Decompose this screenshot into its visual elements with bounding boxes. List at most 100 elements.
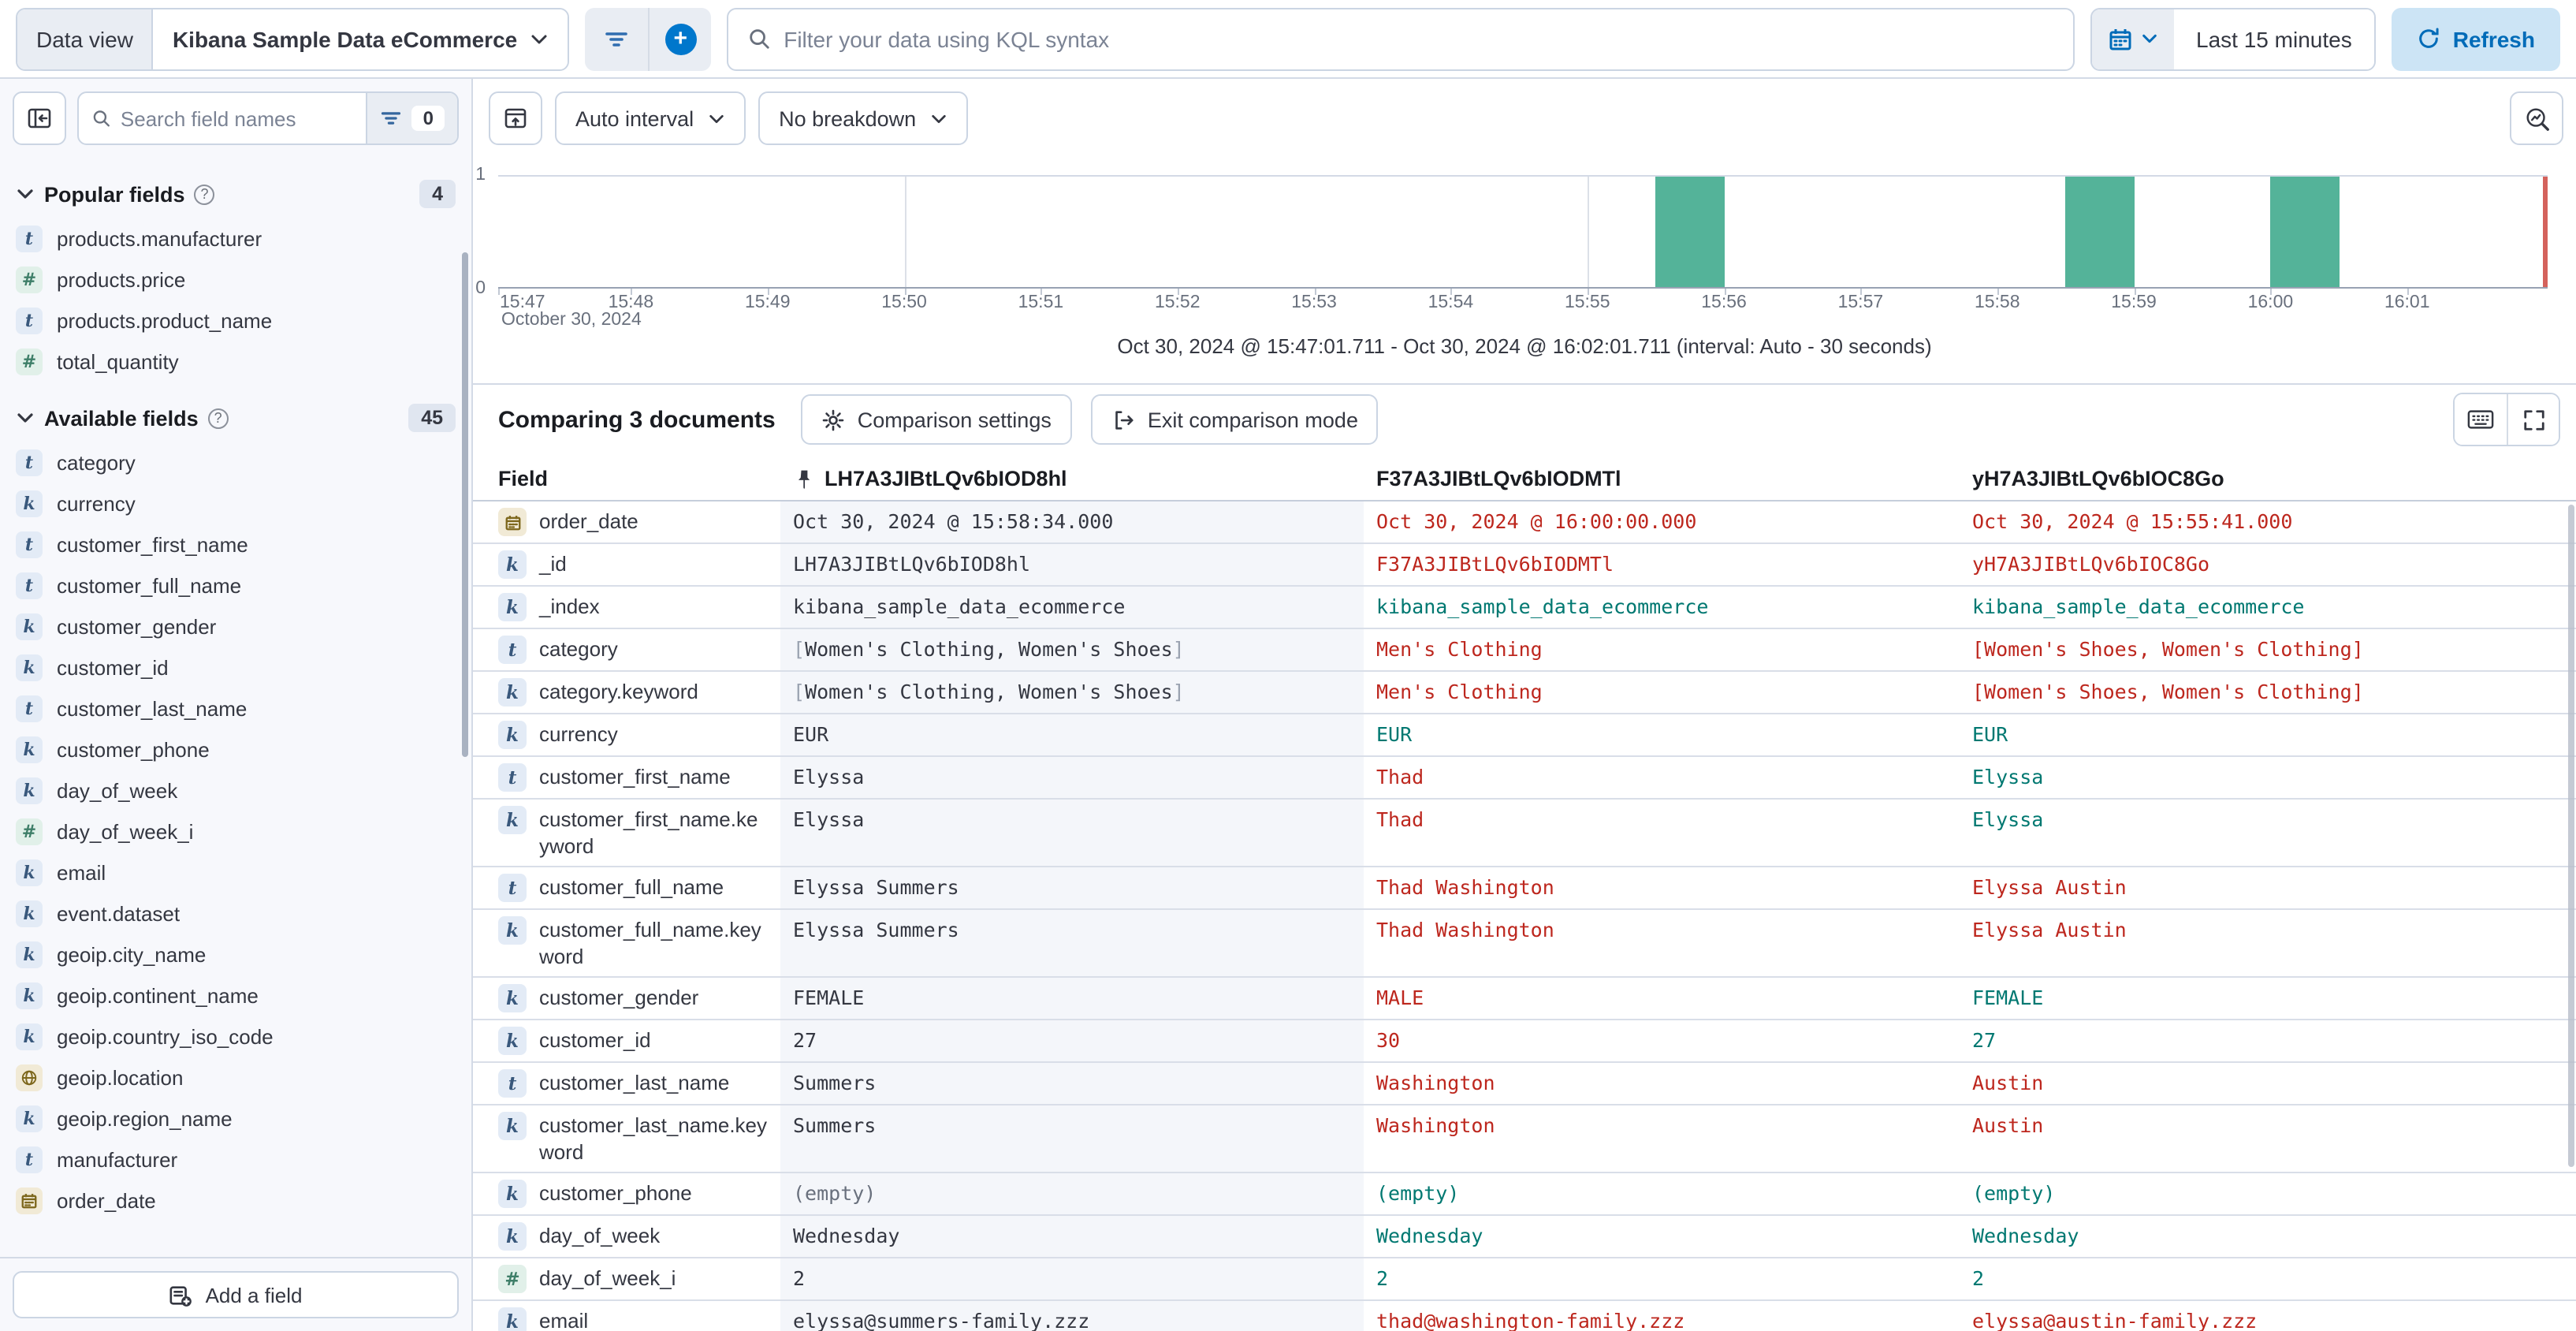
keyword-field-icon: k: [498, 806, 527, 834]
histogram-bar[interactable]: [1655, 177, 1725, 287]
fullscreen-button[interactable]: [2507, 394, 2559, 445]
text-field-icon: t: [498, 1069, 527, 1098]
comparison-doc-value: Men's Clothing: [1376, 680, 1543, 703]
histogram-bar[interactable]: [2065, 177, 2135, 287]
comparison-doc-value: Thad: [1376, 807, 1424, 831]
data-view-value[interactable]: Kibana Sample Data eCommerce: [151, 9, 568, 69]
field-list-item[interactable]: t products.product_name: [0, 300, 471, 341]
x-axis-tickmark: [1724, 289, 1726, 295]
field-list-item[interactable]: t customer_last_name: [0, 688, 471, 729]
y-axis-tick: 0: [475, 279, 486, 298]
field-list-item[interactable]: geoip.location: [0, 1057, 471, 1098]
kql-search-bar[interactable]: [727, 7, 2075, 70]
field-cell: k customer_phone: [473, 1173, 780, 1214]
x-axis-tick-label: 15:59: [2111, 293, 2157, 312]
field-list-item[interactable]: t customer_first_name: [0, 524, 471, 565]
field-filter-count: 0: [411, 106, 445, 131]
time-range-value[interactable]: Last 15 minutes: [2174, 9, 2374, 69]
pinned-doc-value: Summers: [780, 1105, 1364, 1172]
field-name: order_date: [539, 509, 638, 533]
keyword-field-icon: k: [16, 613, 43, 639]
field-list-item[interactable]: k customer_gender: [0, 606, 471, 647]
x-axis-tickmark: [2407, 289, 2409, 295]
keyboard-shortcuts-button[interactable]: [2455, 394, 2507, 445]
x-axis-tick-label: 15:56: [1701, 293, 1747, 312]
sidebar-scrollbar[interactable]: [462, 252, 468, 757]
keyword-field-icon: k: [498, 1222, 527, 1251]
add-filter-button[interactable]: +: [648, 7, 711, 70]
date-field-icon: [498, 508, 527, 536]
field-list-item[interactable]: t customer_full_name: [0, 565, 471, 606]
field-search-input[interactable]: [120, 106, 354, 130]
field-list-item[interactable]: k geoip.country_iso_code: [0, 1016, 471, 1057]
collapse-sidebar-button[interactable]: [13, 91, 66, 145]
comparison-doc-value: 30: [1376, 1028, 1401, 1052]
field-list-item[interactable]: t products.manufacturer: [0, 218, 471, 259]
field-list-item[interactable]: k customer_phone: [0, 729, 471, 770]
data-view-picker[interactable]: Data view Kibana Sample Data eCommerce: [16, 7, 570, 70]
time-range-picker: Last 15 minutes: [2090, 7, 2376, 70]
available-fields-list: t category k currency t customer_first_name t c…: [0, 442, 471, 1221]
field-search-box[interactable]: [79, 93, 367, 144]
field-list-item[interactable]: # products.price: [0, 259, 471, 300]
popular-fields-header[interactable]: Popular fields ? 4: [0, 158, 471, 218]
table-row: # day_of_week_i 2 2 2: [473, 1258, 2576, 1301]
field-list-item[interactable]: k day_of_week: [0, 770, 471, 811]
pin-icon[interactable]: [793, 468, 815, 490]
comparison-doc-value: 2: [1972, 1266, 1985, 1290]
kql-search-input[interactable]: [784, 26, 2055, 51]
field-list-item[interactable]: k geoip.city_name: [0, 934, 471, 975]
comparison-doc-value: MALE: [1376, 986, 1424, 1009]
field-list-item[interactable]: order_date: [0, 1180, 471, 1221]
field-list-item[interactable]: k event.dataset: [0, 893, 471, 934]
pinned-doc-value: Wednesday: [780, 1216, 1364, 1257]
table-row: k customer_full_name.keyword Elyssa Summer…: [473, 910, 2576, 978]
x-axis-tick-label: 15:58: [1974, 293, 2020, 312]
field-name: _index: [539, 595, 600, 618]
x-axis-tickmark: [904, 289, 906, 295]
chevron-down-icon: [932, 114, 946, 123]
field-name: category: [57, 450, 136, 474]
pinned-doc-value: [Women's Clothing, Women's Shoes]: [780, 629, 1364, 670]
field-list-item[interactable]: k email: [0, 852, 471, 893]
comparison-doc-value: (empty): [1376, 1181, 1460, 1205]
field-list-item[interactable]: # total_quantity: [0, 341, 471, 382]
histogram-bar[interactable]: [2270, 177, 2340, 287]
y-axis-tick: 1: [475, 166, 486, 185]
hide-histogram-button[interactable]: [489, 91, 542, 145]
field-list-item[interactable]: k geoip.continent_name: [0, 975, 471, 1016]
available-fields-header[interactable]: Available fields ? 45: [0, 382, 471, 442]
field-list-item[interactable]: t category: [0, 442, 471, 483]
saved-query-filter-button[interactable]: [585, 7, 648, 70]
field-list-item[interactable]: k geoip.region_name: [0, 1098, 471, 1139]
number-field-icon: #: [498, 1265, 527, 1293]
x-axis-tickmark: [2134, 289, 2136, 295]
breakdown-select[interactable]: No breakdown: [758, 91, 969, 145]
table-scrollbar[interactable]: [2568, 505, 2574, 1167]
keyword-field-icon: k: [16, 1105, 43, 1132]
x-axis-tick-label: 15:50: [881, 293, 927, 312]
field-name: category.keyword: [539, 680, 698, 703]
query-controls: +: [585, 7, 712, 70]
field-filter-button[interactable]: 0: [366, 93, 457, 144]
field-cell: k customer_id: [473, 1020, 780, 1061]
refresh-button[interactable]: Refresh: [2391, 7, 2560, 70]
field-list-item[interactable]: # day_of_week_i: [0, 811, 471, 852]
keyword-field-icon: k: [498, 593, 527, 621]
calendar-icon: [2109, 28, 2131, 50]
comparison-settings-button[interactable]: Comparison settings: [800, 394, 1072, 445]
date-picker-button[interactable]: [2092, 9, 2175, 69]
field-name: category: [539, 637, 618, 661]
add-a-field-button[interactable]: Add a field: [13, 1271, 459, 1318]
exit-comparison-button[interactable]: Exit comparison mode: [1090, 394, 1379, 445]
field-list-item[interactable]: k customer_id: [0, 647, 471, 688]
field-cell: k category.keyword: [473, 672, 780, 713]
field-list-item[interactable]: k currency: [0, 483, 471, 524]
comparison-doc-value: Elyssa Austin: [1972, 875, 2127, 899]
comparison-doc-value: Elyssa Austin: [1972, 918, 2127, 941]
interval-select[interactable]: Auto interval: [555, 91, 746, 145]
edit-visualization-button[interactable]: [2510, 91, 2563, 145]
text-field-icon: t: [16, 1146, 43, 1173]
field-list-item[interactable]: t manufacturer: [0, 1139, 471, 1180]
